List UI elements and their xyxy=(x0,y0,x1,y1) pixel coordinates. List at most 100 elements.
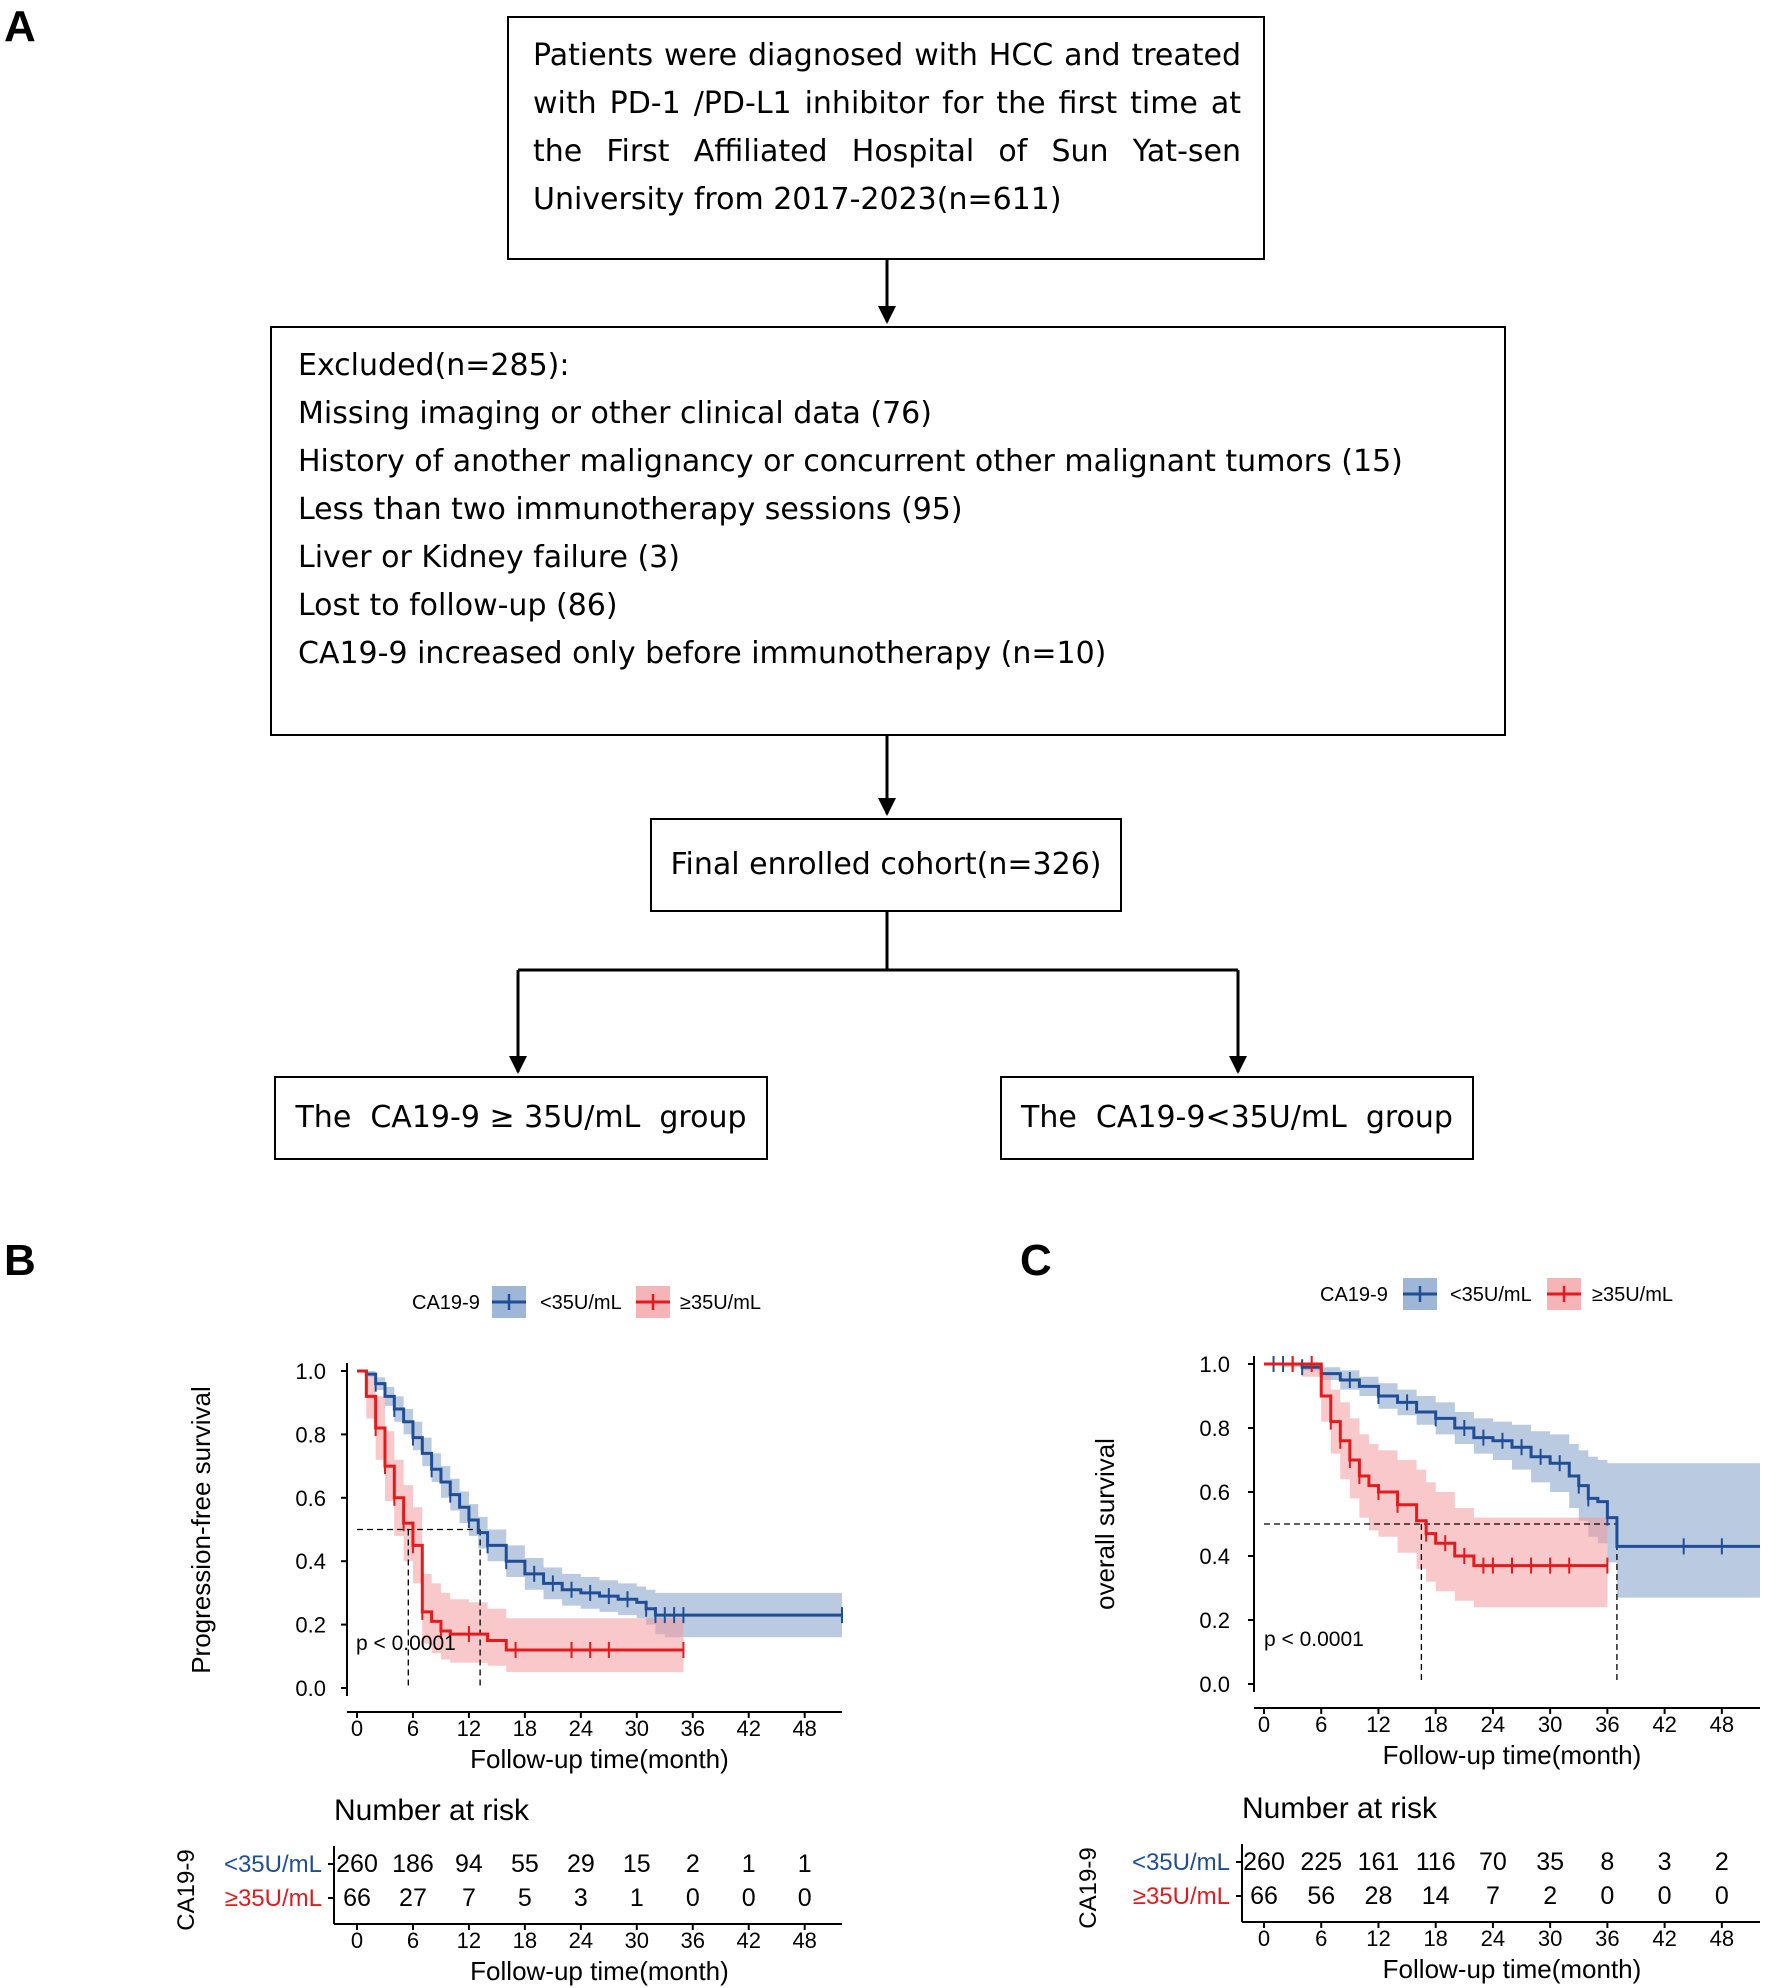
x-tick-label: 48 xyxy=(792,1716,816,1741)
y-tick-label: 0.6 xyxy=(1199,1480,1230,1505)
x-tick-label: 42 xyxy=(1652,1712,1676,1737)
x-axis-label: Follow-up time(month) xyxy=(1383,1740,1642,1770)
arrowhead-3 xyxy=(509,1056,527,1074)
x-tick-label: 36 xyxy=(681,1716,705,1741)
legend-key-band xyxy=(636,1286,670,1318)
y-axis-label: overall survival xyxy=(1090,1438,1120,1610)
risk-count: 260 xyxy=(336,1850,378,1878)
risk-x-axis-label: Follow-up time(month) xyxy=(470,1956,729,1986)
x-tick-label: 6 xyxy=(1315,1712,1327,1737)
exclusion-item: Missing imaging or other clinical data (… xyxy=(298,396,932,431)
confidence-band-high xyxy=(357,1371,684,1673)
y-tick-label: 0.8 xyxy=(295,1422,326,1447)
final-cohort-text: Final enrolled cohort(n=326) xyxy=(670,847,1102,882)
confidence-band-low xyxy=(1264,1364,1760,1598)
risk-x-tick-label: 48 xyxy=(1710,1926,1734,1951)
risk-count: 0 xyxy=(1658,1882,1672,1910)
risk-x-tick-label: 12 xyxy=(1366,1926,1390,1951)
risk-count: 0 xyxy=(742,1884,756,1912)
arrowhead-4 xyxy=(1229,1056,1247,1074)
y-tick-label: 0.6 xyxy=(295,1486,326,1511)
legend-entry: <35U/mL xyxy=(1450,1284,1532,1306)
legend-entry: ≥35U/mL xyxy=(680,1292,761,1314)
y-tick-label: 1.0 xyxy=(1199,1352,1230,1377)
risk-table-strata-label: CA19-9 xyxy=(173,1849,200,1930)
x-tick-label: 30 xyxy=(1538,1712,1562,1737)
x-tick-label: 30 xyxy=(625,1716,649,1741)
cohort-source-box: Patients were diagnosed with HCC and tre… xyxy=(507,16,1265,260)
p-value-label: p < 0.0001 xyxy=(356,1632,456,1655)
risk-count: 0 xyxy=(1600,1882,1614,1910)
risk-count: 66 xyxy=(1250,1882,1278,1910)
risk-x-axis-label: Follow-up time(month) xyxy=(1383,1954,1642,1984)
risk-count: 27 xyxy=(399,1884,427,1912)
risk-x-tick-label: 0 xyxy=(1258,1926,1270,1951)
risk-count: 55 xyxy=(511,1850,539,1878)
legend-entry: ≥35U/mL xyxy=(1592,1284,1673,1306)
legend-key-band xyxy=(492,1286,526,1318)
risk-x-tick-label: 42 xyxy=(736,1928,760,1953)
x-tick-label: 0 xyxy=(351,1716,363,1741)
panel-label-b: B xyxy=(4,1236,36,1285)
y-axis-label: Progression-free survival xyxy=(186,1386,216,1674)
y-tick-label: 1.0 xyxy=(295,1359,326,1384)
risk-x-tick-label: 18 xyxy=(513,1928,537,1953)
risk-count: 1 xyxy=(630,1884,644,1912)
p-value-label: p < 0.0001 xyxy=(1264,1628,1364,1651)
high-ca199-group-text: The CA19-9 ≥ 35U/mL group xyxy=(295,1100,747,1135)
risk-count: 0 xyxy=(686,1884,700,1912)
x-tick-label: 18 xyxy=(513,1716,537,1741)
risk-x-tick-label: 30 xyxy=(1538,1926,1562,1951)
risk-x-tick-label: 30 xyxy=(625,1928,649,1953)
exclusion-item: Less than two immunotherapy sessions (95… xyxy=(298,492,963,527)
y-tick-label: 0.4 xyxy=(1199,1544,1230,1569)
y-tick-label: 0.0 xyxy=(295,1676,326,1701)
panel-label-c: C xyxy=(1020,1236,1052,1285)
risk-x-tick-label: 6 xyxy=(407,1928,419,1953)
final-cohort-box: Final enrolled cohort(n=326) xyxy=(650,818,1122,912)
exclusion-item: CA19-9 increased only before immunothera… xyxy=(298,636,1107,671)
legend-entry: <35U/mL xyxy=(540,1292,622,1314)
y-tick-label: 0.2 xyxy=(295,1613,326,1638)
risk-count: 1 xyxy=(742,1850,756,1878)
legend-key-band xyxy=(1403,1278,1437,1310)
x-tick-label: 42 xyxy=(736,1716,760,1741)
survival-curve-high xyxy=(357,1369,684,1652)
risk-row-label: <35U/mL xyxy=(1132,1849,1230,1876)
x-tick-label: 24 xyxy=(569,1716,593,1741)
risk-count: 7 xyxy=(1486,1882,1500,1910)
survival-curve-low xyxy=(1264,1362,1760,1548)
y-tick-label: 0.0 xyxy=(1199,1672,1230,1697)
exclusion-item: Lost to follow-up (86) xyxy=(298,588,618,623)
risk-x-tick-label: 18 xyxy=(1423,1926,1447,1951)
risk-count: 35 xyxy=(1536,1848,1564,1876)
x-tick-label: 24 xyxy=(1481,1712,1505,1737)
x-tick-label: 0 xyxy=(1258,1712,1270,1737)
survival-curve-high xyxy=(1264,1362,1608,1568)
x-axis-label: Follow-up time(month) xyxy=(470,1744,729,1774)
risk-row-label: ≥35U/mL xyxy=(1133,1883,1230,1910)
risk-table-strata-label: CA19-9 xyxy=(1075,1847,1102,1928)
risk-count: 29 xyxy=(567,1850,595,1878)
risk-count: 1 xyxy=(798,1850,812,1878)
risk-count: 2 xyxy=(686,1850,700,1878)
risk-x-tick-label: 6 xyxy=(1315,1926,1327,1951)
low-ca199-group-text: The CA19-9<35U/mL group xyxy=(1021,1100,1453,1135)
risk-count: 8 xyxy=(1600,1848,1614,1876)
risk-x-tick-label: 36 xyxy=(1595,1926,1619,1951)
arrowhead-2 xyxy=(878,798,896,816)
legend-title: CA19-9 xyxy=(412,1292,480,1314)
risk-x-tick-label: 48 xyxy=(792,1928,816,1953)
flowchart-connectors xyxy=(509,260,1247,1074)
risk-x-tick-label: 36 xyxy=(681,1928,705,1953)
risk-count: 225 xyxy=(1300,1848,1342,1876)
risk-x-tick-label: 24 xyxy=(1481,1926,1505,1951)
risk-count: 94 xyxy=(455,1850,483,1878)
risk-count: 66 xyxy=(343,1884,371,1912)
risk-count: 260 xyxy=(1243,1848,1285,1876)
high-ca199-group-box: The CA19-9 ≥ 35U/mL group xyxy=(274,1076,768,1160)
risk-row-label: ≥35U/mL xyxy=(225,1885,322,1912)
exclusion-item: History of another malignancy or concurr… xyxy=(298,444,1403,479)
x-tick-label: 18 xyxy=(1423,1712,1447,1737)
low-ca199-group-box: The CA19-9<35U/mL group xyxy=(1000,1076,1474,1160)
